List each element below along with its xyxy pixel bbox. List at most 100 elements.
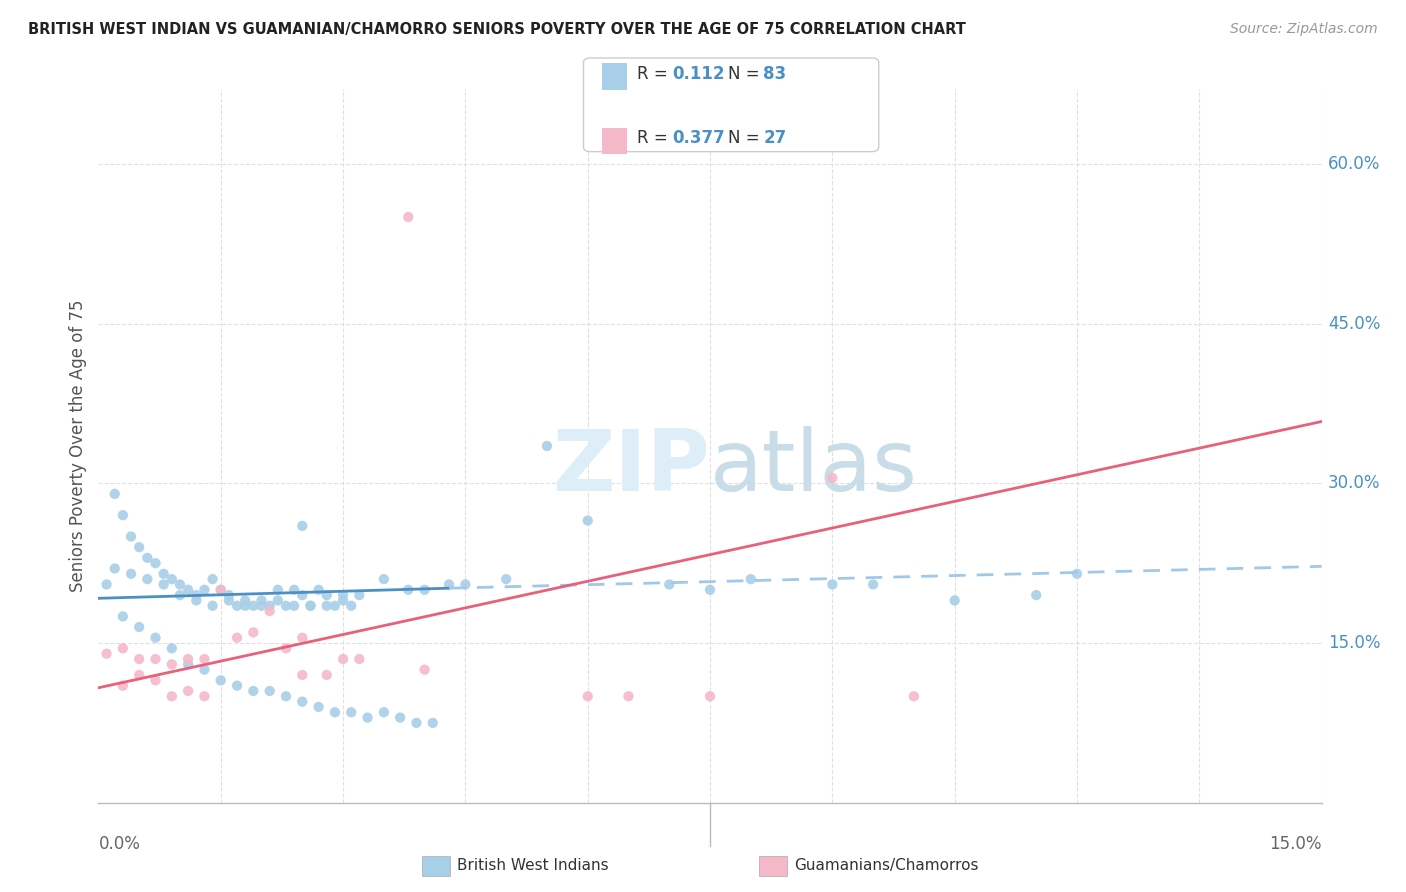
Point	[576, 514, 599, 528]
Point	[340, 706, 363, 720]
Text: atlas: atlas	[710, 425, 918, 509]
Point	[323, 599, 346, 613]
Text: 0.377: 0.377	[672, 129, 725, 147]
Text: R =: R =	[637, 129, 673, 147]
Text: N =: N =	[728, 129, 765, 147]
Text: 15.0%: 15.0%	[1270, 835, 1322, 853]
Point	[821, 577, 844, 591]
Point	[226, 631, 249, 645]
Point	[242, 684, 264, 698]
Text: 0.112: 0.112	[672, 65, 724, 83]
Point	[259, 604, 281, 618]
Text: BRITISH WEST INDIAN VS GUAMANIAN/CHAMORRO SENIORS POVERTY OVER THE AGE OF 75 COR: BRITISH WEST INDIAN VS GUAMANIAN/CHAMORR…	[28, 22, 966, 37]
Point	[128, 620, 150, 634]
Text: ZIP: ZIP	[553, 425, 710, 509]
Text: 60.0%: 60.0%	[1327, 154, 1381, 173]
Point	[259, 684, 281, 698]
Point	[315, 588, 337, 602]
Point	[145, 652, 167, 666]
Point	[111, 508, 134, 523]
Point	[1066, 566, 1088, 581]
Point	[160, 690, 183, 704]
Point	[740, 572, 762, 586]
Point	[291, 588, 314, 602]
Point	[209, 582, 232, 597]
Text: 0.0%: 0.0%	[98, 835, 141, 853]
Point	[104, 561, 127, 575]
Point	[274, 690, 297, 704]
Point	[104, 487, 127, 501]
Point	[145, 673, 167, 688]
Point	[259, 599, 281, 613]
Text: Guamanians/Chamorros: Guamanians/Chamorros	[794, 858, 979, 872]
Point	[658, 577, 681, 591]
Text: British West Indians: British West Indians	[457, 858, 609, 872]
Point	[274, 599, 297, 613]
Point	[96, 647, 118, 661]
Text: 15.0%: 15.0%	[1327, 634, 1381, 652]
Point	[233, 593, 256, 607]
Point	[389, 710, 412, 724]
Point	[160, 572, 183, 586]
Point	[454, 577, 477, 591]
Point	[186, 588, 208, 602]
Point	[291, 668, 314, 682]
Point	[250, 599, 273, 613]
Text: 45.0%: 45.0%	[1327, 315, 1381, 333]
Point	[160, 641, 183, 656]
Point	[96, 577, 118, 591]
Point	[536, 439, 558, 453]
Point	[396, 210, 419, 224]
Point	[267, 582, 290, 597]
Text: 83: 83	[763, 65, 786, 83]
Point	[349, 588, 371, 602]
Point	[862, 577, 884, 591]
Point	[218, 593, 240, 607]
Point	[111, 609, 134, 624]
Point	[283, 582, 305, 597]
Point	[226, 599, 249, 613]
Point	[128, 652, 150, 666]
Point	[169, 588, 191, 602]
Point	[145, 556, 167, 570]
Point	[332, 588, 354, 602]
Point	[186, 593, 208, 607]
Point	[193, 690, 215, 704]
Point	[242, 599, 264, 613]
Point	[340, 599, 363, 613]
Point	[111, 641, 134, 656]
Point	[373, 706, 395, 720]
Point	[283, 599, 305, 613]
Point	[152, 566, 174, 581]
Point	[291, 519, 314, 533]
Point	[152, 577, 174, 591]
Point	[821, 471, 844, 485]
Point	[804, 136, 827, 150]
Point	[120, 566, 142, 581]
Point	[323, 706, 346, 720]
Point	[267, 593, 290, 607]
Point	[699, 582, 721, 597]
Point	[617, 690, 640, 704]
Point	[291, 631, 314, 645]
Point	[413, 663, 436, 677]
Point	[699, 690, 721, 704]
Point	[356, 710, 378, 724]
Point	[233, 599, 256, 613]
Point	[308, 700, 330, 714]
Point	[218, 588, 240, 602]
Point	[422, 715, 444, 730]
Text: R =: R =	[637, 65, 673, 83]
Point	[209, 673, 232, 688]
Point	[136, 550, 159, 565]
Point	[308, 582, 330, 597]
Point	[349, 652, 371, 666]
Point	[201, 599, 224, 613]
Point	[169, 577, 191, 591]
Point	[943, 593, 966, 607]
Point	[242, 625, 264, 640]
Point	[1025, 588, 1047, 602]
Point	[332, 652, 354, 666]
Point	[299, 599, 322, 613]
Point	[315, 668, 337, 682]
